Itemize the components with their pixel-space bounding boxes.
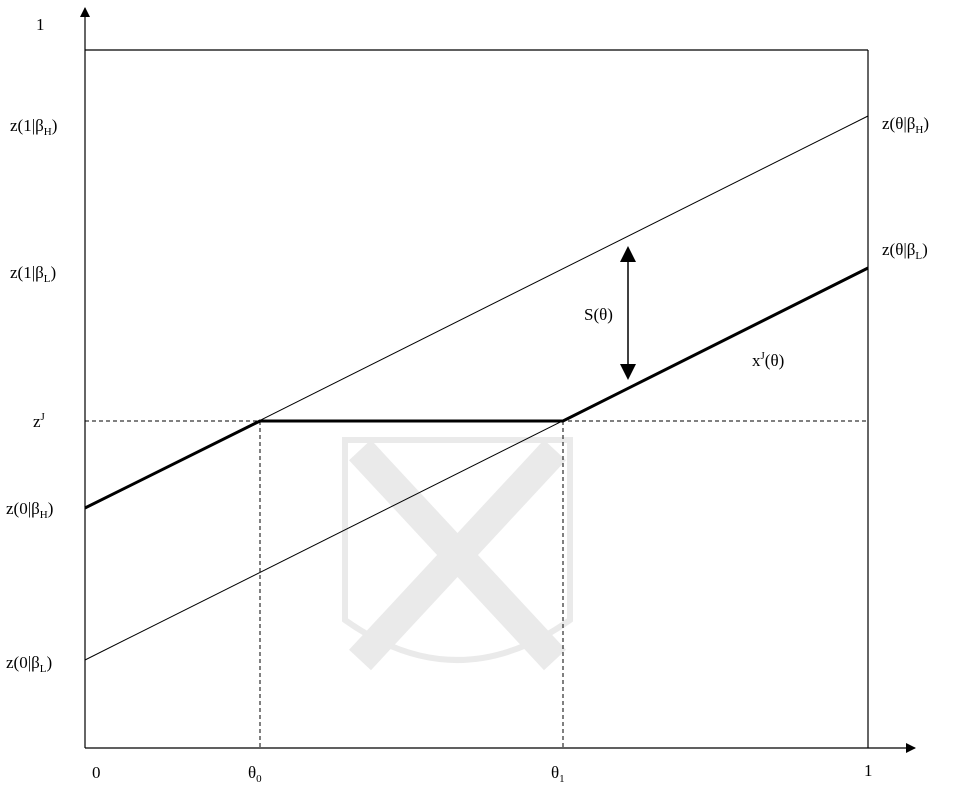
left-label-post: )	[48, 499, 54, 518]
x-label-pre: θ	[551, 763, 559, 782]
left-label-post: )	[51, 263, 57, 282]
annotation-pre: S(θ)	[584, 305, 613, 324]
y-top-label: 1	[36, 15, 45, 34]
right-label-sub: L	[915, 250, 922, 262]
left-label-post: )	[52, 116, 58, 135]
x-label: θ0	[248, 763, 262, 785]
left-label-pre: z(1|β	[10, 116, 44, 135]
watermark	[342, 437, 573, 671]
x-end-label: 1	[864, 761, 873, 780]
left-label-pre: z	[33, 412, 41, 431]
x-label-pre: θ	[248, 763, 256, 782]
right-label: z(θ|βL)	[882, 240, 928, 262]
x-label-sub: 0	[256, 773, 262, 785]
annotation: S(θ)	[584, 305, 613, 324]
x-origin-label: 0	[92, 763, 101, 782]
left-label-sub: L	[44, 273, 51, 285]
left-label-pre: z(1|β	[10, 263, 44, 282]
left-label-sub: H	[44, 126, 52, 138]
annotation: xJ(θ)	[752, 350, 784, 370]
right-label-sub: H	[915, 124, 923, 136]
left-label-sup: J	[41, 411, 46, 423]
left-label-sub: H	[40, 509, 48, 521]
left-label-pre: z(0|β	[6, 653, 40, 672]
right-label-post: )	[923, 114, 929, 133]
annotation-post: (θ)	[765, 351, 784, 370]
left-label: z(0|βL)	[6, 653, 52, 675]
axes	[80, 7, 916, 753]
left-label: z(1|βH)	[10, 116, 57, 138]
x-label: θ1	[551, 763, 565, 785]
x-label-sub: 1	[559, 773, 565, 785]
left-label-pre: z(0|β	[6, 499, 40, 518]
left-label: z(1|βL)	[10, 263, 56, 285]
annotation-sup: J	[761, 350, 766, 362]
right-label-pre: z(θ|β	[882, 114, 915, 133]
right-label-pre: z(θ|β	[882, 240, 915, 259]
left-label: z(0|βH)	[6, 499, 53, 521]
left-label-post: )	[47, 653, 53, 672]
right-label: z(θ|βH)	[882, 114, 929, 136]
left-label-sub: L	[40, 663, 47, 675]
left-label: zJ	[33, 411, 46, 431]
annotation-pre: x	[752, 351, 761, 370]
lines	[84, 115, 869, 748]
right-label-post: )	[922, 240, 928, 259]
